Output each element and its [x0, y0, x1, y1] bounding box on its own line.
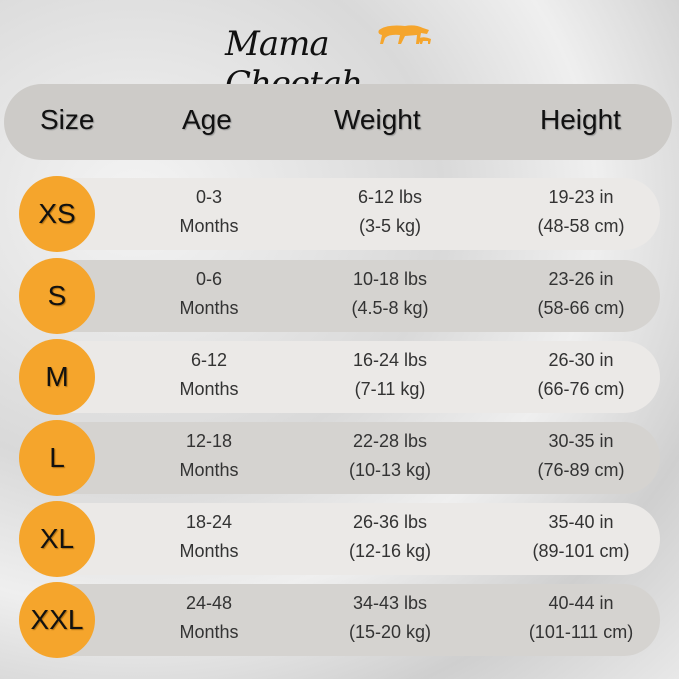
height-line: 35-40 in [548, 512, 614, 532]
height-line: 30-35 in [548, 431, 614, 451]
weight-line: 6-12 lbs [357, 187, 423, 207]
table-row: 6-12 Months 16-24 lbs (7-11 kg) 26-30 in (66-… [20, 341, 660, 413]
weight-cell: 16-24 lbs (7-11 kg) [310, 346, 470, 404]
age-line: 0-3 [195, 187, 222, 207]
weight-line: (3-5 kg) [358, 216, 421, 236]
age-line: Months [179, 541, 239, 561]
size-badge: XXL [19, 582, 95, 658]
height-line: (101-111 cm) [528, 622, 634, 642]
age-line: 18-24 [185, 512, 233, 532]
weight-cell: 10-18 lbs (4.5-8 kg) [310, 265, 470, 323]
height-cell: 26-30 in (66-76 cm) [501, 346, 661, 404]
weight-line: (12-16 kg) [348, 541, 432, 561]
height-cell: 19-23 in (48-58 cm) [501, 183, 661, 241]
table-row: 24-48 Months 34-43 lbs (15-20 kg) 40-44 in (1… [20, 584, 660, 656]
height-line: (66-76 cm) [537, 379, 625, 399]
height-cell: 23-26 in (58-66 cm) [501, 265, 661, 323]
weight-line: 22-28 lbs [352, 431, 428, 451]
size-badge: M [19, 339, 95, 415]
header-height: Height [540, 104, 621, 135]
age-line: 6-12 [190, 350, 228, 370]
age-cell: 0-3 Months [129, 183, 289, 241]
height-line: (76-89 cm) [537, 460, 625, 480]
age-line: Months [179, 379, 239, 399]
header-weight: Weight [334, 104, 421, 135]
table-header: Size Age Weight Height [4, 84, 672, 160]
table-row: 12-18 Months 22-28 lbs (10-13 kg) 30-35 in (7… [20, 422, 660, 494]
weight-cell: 22-28 lbs (10-13 kg) [310, 427, 470, 485]
size-badge: S [19, 258, 95, 334]
height-line: 23-26 in [548, 269, 614, 289]
age-cell: 0-6 Months [129, 265, 289, 323]
weight-line: 34-43 lbs [352, 593, 428, 613]
age-cell: 6-12 Months [129, 346, 289, 404]
size-badge: XL [19, 501, 95, 577]
table-row: 0-3 Months 6-12 lbs (3-5 kg) 19-23 in (48-58 … [20, 178, 660, 250]
age-line: Months [179, 622, 239, 642]
age-cell: 12-18 Months [129, 427, 289, 485]
size-badge: XS [19, 176, 95, 252]
height-line: 26-30 in [548, 350, 614, 370]
cheetah-icon [378, 25, 431, 44]
weight-line: (15-20 kg) [348, 622, 432, 642]
height-cell: 40-44 in (101-111 cm) [501, 589, 661, 647]
height-cell: 30-35 in (76-89 cm) [501, 427, 661, 485]
weight-line: 10-18 lbs [352, 269, 428, 289]
height-line: (58-66 cm) [537, 298, 625, 318]
size-badge: L [19, 420, 95, 496]
table-row: 18-24 Months 26-36 lbs (12-16 kg) 35-40 in (8… [20, 503, 660, 575]
height-line: 40-44 in [548, 593, 614, 613]
brand-logo: Mama Cheetah [225, 18, 455, 104]
height-line: 19-23 in [548, 187, 614, 207]
table-row: 0-6 Months 10-18 lbs (4.5-8 kg) 23-26 in (58-… [20, 260, 660, 332]
age-line: 0-6 [195, 269, 222, 289]
height-line: (89-101 cm) [532, 541, 630, 561]
age-line: 12-18 [185, 431, 233, 451]
age-line: 24-48 [185, 593, 233, 613]
height-cell: 35-40 in (89-101 cm) [501, 508, 661, 566]
weight-cell: 26-36 lbs (12-16 kg) [310, 508, 470, 566]
age-cell: 24-48 Months [129, 589, 289, 647]
weight-cell: 34-43 lbs (15-20 kg) [310, 589, 470, 647]
header-size: Size [40, 104, 95, 135]
age-cell: 18-24 Months [129, 508, 289, 566]
height-line: (48-58 cm) [537, 216, 625, 236]
age-line: Months [179, 460, 239, 480]
weight-cell: 6-12 lbs (3-5 kg) [310, 183, 470, 241]
weight-line: 16-24 lbs [352, 350, 428, 370]
weight-line: (4.5-8 kg) [351, 298, 429, 318]
age-line: Months [179, 216, 239, 236]
age-line: Months [179, 298, 239, 318]
weight-line: (7-11 kg) [354, 379, 426, 399]
weight-line: (10-13 kg) [348, 460, 432, 480]
header-age: Age [182, 104, 232, 135]
weight-line: 26-36 lbs [352, 512, 428, 532]
